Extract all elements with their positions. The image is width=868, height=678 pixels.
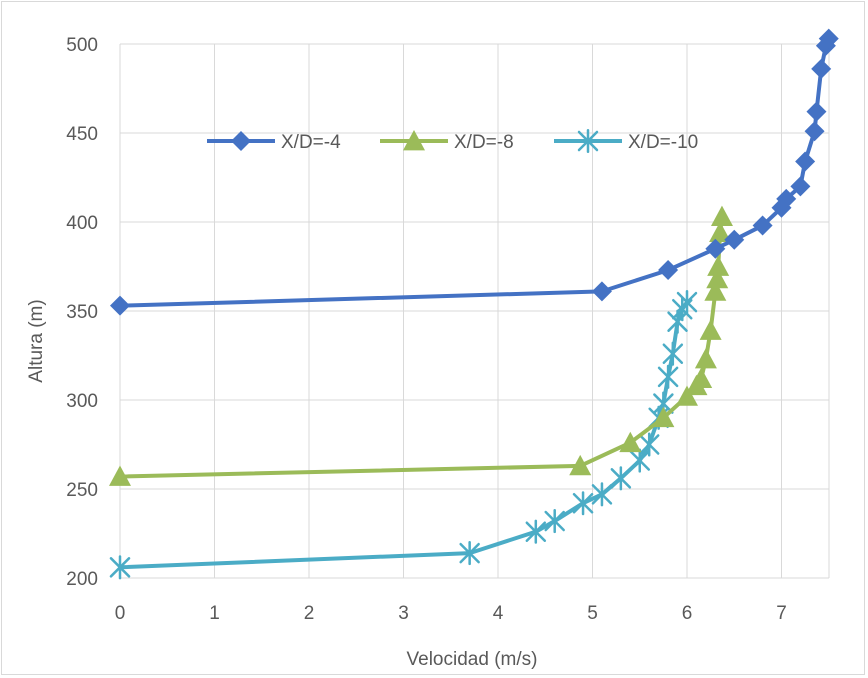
data-point bbox=[109, 555, 131, 580]
x-tick-label: 1 bbox=[209, 603, 220, 624]
data-point bbox=[710, 205, 733, 227]
data-point bbox=[806, 101, 827, 122]
x-axis-title: Velocidad (m/s) bbox=[407, 649, 538, 670]
legend-item: X/D=-10 bbox=[554, 128, 698, 154]
data-point bbox=[652, 406, 675, 428]
x-tick-label: 7 bbox=[776, 603, 787, 624]
data-point bbox=[776, 188, 797, 209]
y-tick-label: 350 bbox=[66, 302, 98, 323]
y-tick-label: 500 bbox=[66, 35, 98, 56]
legend-label: X/D=-10 bbox=[628, 132, 698, 153]
data-point bbox=[705, 238, 726, 259]
data-point bbox=[690, 367, 713, 388]
data-point bbox=[610, 466, 632, 491]
legend-label: X/D=-8 bbox=[454, 132, 514, 153]
grid bbox=[119, 43, 830, 579]
data-point bbox=[109, 465, 131, 486]
data-point bbox=[694, 348, 717, 369]
data-point bbox=[704, 280, 727, 301]
data-point bbox=[459, 541, 480, 566]
tick-labels: 200 250 300 350 400 450 500 0 1 2 3 4 5 6 7 bbox=[66, 35, 786, 624]
data-point bbox=[544, 508, 565, 534]
legend-item: X/D=-4 bbox=[207, 131, 341, 153]
series-line bbox=[119, 300, 689, 570]
data-point bbox=[662, 341, 684, 366]
y-tick-label: 250 bbox=[66, 480, 98, 501]
x-tick-label: 2 bbox=[304, 603, 315, 624]
data-point bbox=[676, 385, 698, 406]
data-point bbox=[709, 221, 732, 243]
data-point bbox=[790, 176, 811, 197]
legend-swatch-marker bbox=[403, 130, 425, 151]
series-X/D=-10 bbox=[109, 290, 698, 580]
series-X/D=-4 bbox=[110, 28, 839, 316]
data-point bbox=[676, 290, 698, 315]
data-point bbox=[110, 295, 130, 316]
y-tick-label: 200 bbox=[66, 569, 98, 590]
data-point bbox=[752, 215, 773, 236]
data-point bbox=[591, 482, 613, 507]
legend: X/D=-4 X/D=-8 X/D=-10 bbox=[207, 128, 698, 154]
y-tick-label: 300 bbox=[66, 391, 98, 412]
data-point bbox=[818, 28, 839, 49]
x-tick-label: 5 bbox=[587, 603, 598, 624]
data-point bbox=[572, 491, 594, 516]
series-X/D=-8 bbox=[109, 205, 733, 486]
legend-item: X/D=-8 bbox=[380, 130, 514, 153]
data-point bbox=[569, 454, 592, 476]
data-point bbox=[724, 229, 745, 250]
x-tick-label: 0 bbox=[115, 603, 126, 624]
legend-swatch-marker bbox=[231, 131, 251, 151]
legend-label: X/D=-4 bbox=[281, 132, 341, 153]
data-point bbox=[795, 151, 816, 172]
data-point bbox=[638, 432, 660, 457]
y-axis-title: Altura (m) bbox=[26, 299, 47, 382]
y-tick-label: 450 bbox=[66, 124, 98, 145]
x-tick-label: 6 bbox=[682, 603, 693, 624]
y-tick-label: 400 bbox=[66, 213, 98, 234]
data-point bbox=[706, 267, 729, 289]
data-point bbox=[699, 319, 722, 340]
data-point bbox=[591, 281, 612, 302]
series-layer bbox=[109, 28, 839, 580]
x-tick-label: 3 bbox=[398, 603, 409, 624]
data-point bbox=[657, 364, 679, 389]
data-point bbox=[525, 519, 547, 544]
data-point bbox=[658, 260, 679, 281]
legend-swatch-marker bbox=[577, 128, 599, 154]
data-point bbox=[707, 255, 730, 276]
x-tick-label: 4 bbox=[493, 603, 504, 624]
data-point bbox=[619, 431, 642, 453]
data-point bbox=[811, 58, 832, 79]
data-point bbox=[804, 121, 825, 142]
